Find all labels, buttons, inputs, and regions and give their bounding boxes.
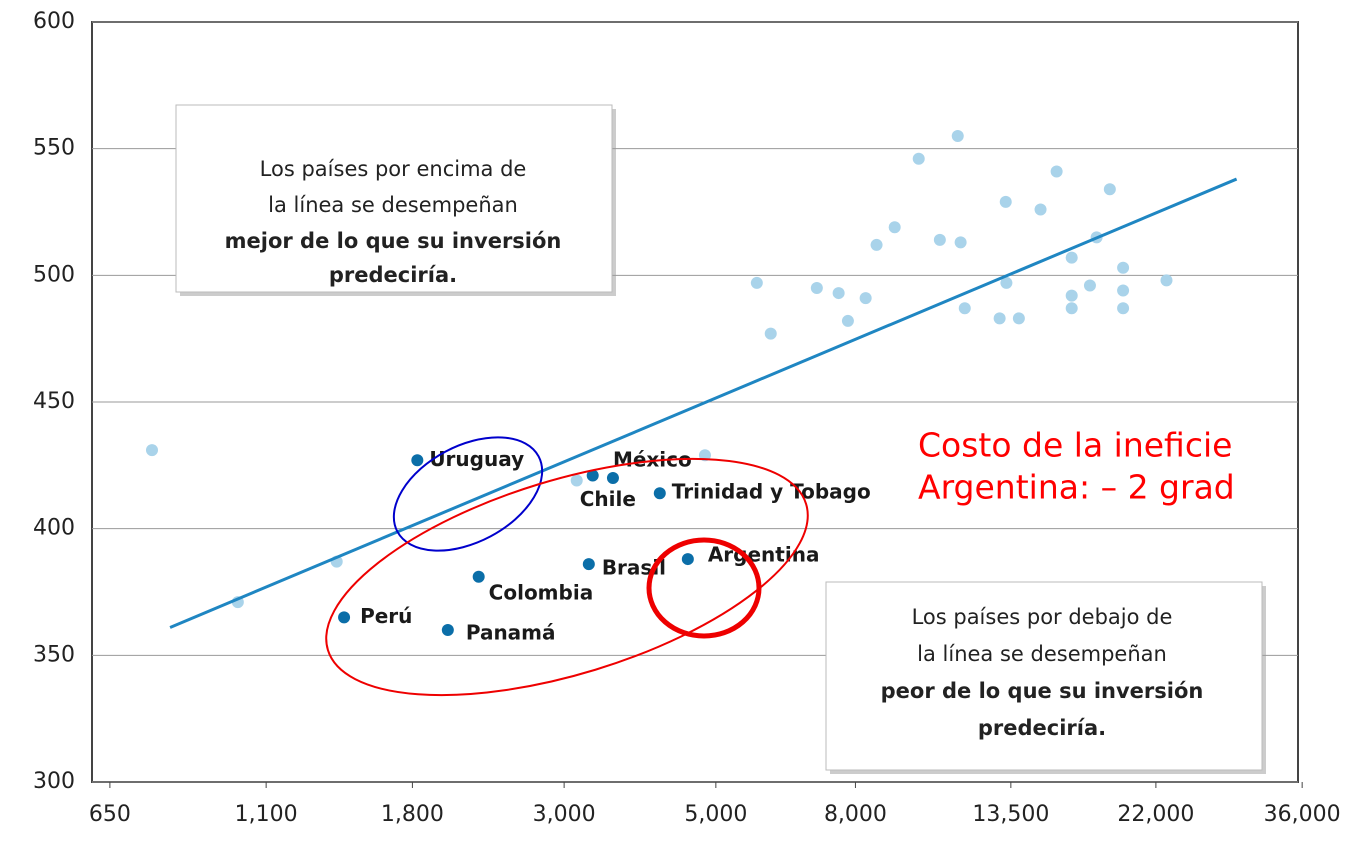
- data-point: [1160, 274, 1173, 287]
- x-tick-label: 3,000: [533, 802, 596, 827]
- point-label: Argentina: [708, 543, 820, 567]
- point-label: Uruguay: [429, 447, 524, 471]
- data-point: [1117, 261, 1130, 274]
- data-point: [1065, 289, 1078, 302]
- cost-annotation: Costo de la ineficie: [918, 426, 1232, 465]
- data-point: [653, 487, 666, 500]
- annotation-text: mejor de lo que su inversión: [225, 229, 562, 253]
- data-point: [888, 221, 901, 234]
- data-point: [1050, 165, 1063, 178]
- x-tick-label: 36,000: [1264, 802, 1341, 827]
- y-tick-label: 450: [33, 389, 75, 414]
- data-point: [750, 276, 763, 289]
- data-point: [1117, 302, 1130, 315]
- data-point: [582, 558, 595, 571]
- data-point: [145, 444, 158, 457]
- highlight-ellipse: [392, 436, 544, 552]
- data-point: [1083, 279, 1096, 292]
- annotation-text: Los países por debajo de: [912, 605, 1173, 629]
- data-point: [411, 454, 424, 467]
- x-tick-label: 13,500: [972, 802, 1049, 827]
- annotation-text: peor de lo que su inversión: [881, 679, 1204, 703]
- data-point: [993, 312, 1006, 325]
- data-point: [1065, 302, 1078, 315]
- annotation-box: [175, 104, 613, 293]
- annotation-text: la línea se desempeñan: [268, 193, 518, 217]
- data-point: [338, 611, 351, 624]
- point-label: Colombia: [489, 580, 594, 604]
- data-point: [1117, 284, 1130, 297]
- y-tick-label: 400: [33, 516, 75, 541]
- x-tick-label: 8,000: [824, 802, 887, 827]
- data-point: [1034, 203, 1047, 216]
- data-point: [1103, 183, 1116, 196]
- x-tick-label: 5,000: [684, 802, 747, 827]
- data-point: [933, 233, 946, 246]
- data-point: [441, 624, 454, 636]
- data-point: [912, 152, 925, 165]
- data-point: [1012, 312, 1025, 325]
- data-point: [570, 474, 583, 487]
- y-tick-label: 600: [33, 9, 75, 34]
- annotation-text: Los países por encima de: [260, 157, 527, 181]
- data-point: [681, 553, 694, 566]
- highlight-circle: [646, 537, 762, 639]
- data-point: [859, 292, 872, 305]
- data-point: [586, 469, 599, 482]
- x-tick-label: 22,000: [1117, 802, 1194, 827]
- point-label: Panamá: [466, 621, 556, 645]
- data-point: [870, 238, 883, 251]
- y-tick-label: 500: [33, 262, 75, 287]
- annotation-text: predeciría.: [329, 263, 457, 287]
- y-tick-label: 550: [33, 136, 75, 161]
- data-point: [832, 287, 845, 300]
- point-label: Chile: [580, 487, 636, 511]
- data-point: [958, 302, 971, 315]
- data-point: [999, 195, 1012, 208]
- x-tick-label: 1,800: [381, 802, 444, 827]
- marks: [145, 130, 1238, 636]
- data-point: [951, 130, 964, 142]
- y-tick-label: 350: [33, 642, 75, 667]
- annotation-text: predeciría.: [978, 716, 1106, 740]
- data-point: [606, 472, 619, 484]
- data-point: [810, 282, 823, 294]
- point-label: Perú: [360, 604, 412, 628]
- point-label: Trinidad y Tobago: [672, 480, 871, 504]
- annotation-box: [825, 581, 1263, 771]
- data-point: [764, 327, 777, 340]
- annotation-text: la línea se desempeñan: [917, 642, 1167, 666]
- data-point: [1000, 276, 1013, 289]
- data-point: [954, 236, 967, 249]
- x-tick-label: 1,100: [235, 802, 298, 827]
- cost-annotation: Argentina: – 2 grad: [918, 468, 1235, 507]
- x-tick-label: 650: [89, 802, 131, 827]
- highlight-ellipse: [325, 457, 809, 697]
- trend-line: [169, 177, 1238, 629]
- data-point: [841, 314, 854, 327]
- data-point: [472, 570, 485, 583]
- data-point: [1065, 251, 1078, 264]
- y-tick-label: 300: [33, 769, 75, 794]
